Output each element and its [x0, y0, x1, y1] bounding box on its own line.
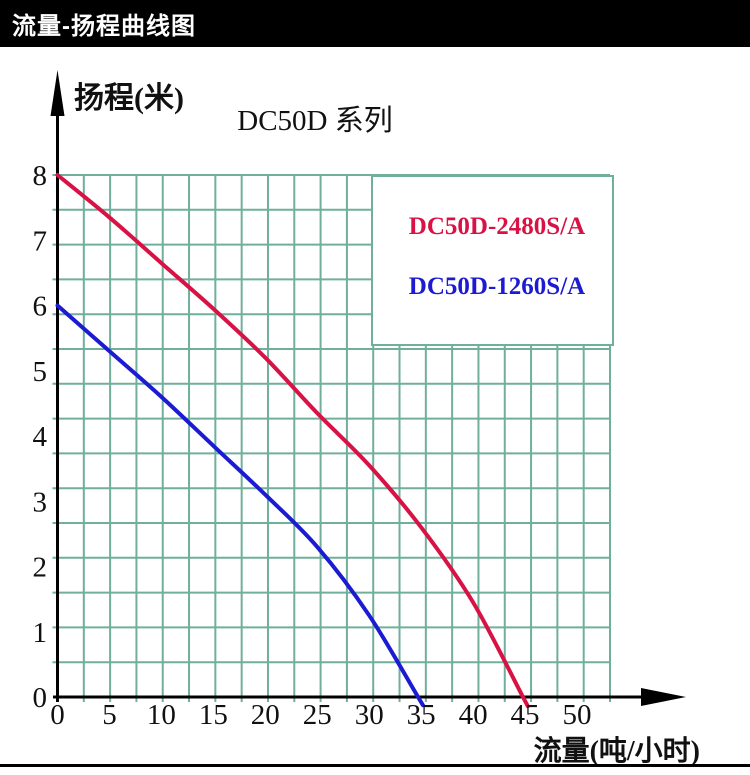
- y-tick-label: 0: [33, 682, 48, 714]
- y-tick-label: 8: [33, 160, 48, 192]
- x-tick-label: 35: [407, 699, 436, 731]
- x-tick-label: 15: [199, 699, 228, 731]
- legend-label: DC50D-2480S/A: [409, 213, 585, 240]
- legend-box: [371, 175, 614, 346]
- x-axis-arrow-icon: [641, 688, 686, 706]
- x-tick-label: 30: [355, 699, 384, 731]
- y-tick-label: 1: [33, 617, 48, 649]
- y-tick-label: 3: [33, 486, 48, 518]
- window-title-bar: 流量-扬程曲线图: [0, 0, 750, 47]
- x-tick-label: 0: [50, 699, 65, 731]
- x-tick-label: 40: [459, 699, 488, 731]
- y-tick-label: 4: [33, 421, 48, 453]
- y-tick-label: 2: [33, 552, 48, 584]
- y-tick-label: 5: [33, 356, 48, 388]
- x-tick-label: 10: [147, 699, 176, 731]
- series-curve: [55, 303, 425, 708]
- x-tick-label: 20: [251, 699, 280, 731]
- bottom-divider: [0, 764, 750, 767]
- x-tick-label: 5: [102, 699, 117, 731]
- series-curve: [55, 173, 530, 709]
- y-tick-label: 7: [33, 225, 48, 257]
- x-tick-label: 25: [303, 699, 332, 731]
- page-title: 流量-扬程曲线图: [12, 13, 196, 40]
- x-tick-label: 50: [563, 699, 592, 731]
- legend-label: DC50D-1260S/A: [409, 273, 585, 300]
- x-tick-label: 45: [511, 699, 540, 731]
- chart-title: DC50D 系列: [237, 104, 392, 137]
- y-axis-arrow-icon: [50, 70, 65, 116]
- y-axis-title: 扬程(米): [74, 82, 184, 115]
- x-axis-title: 流量(吨/小时): [534, 735, 700, 767]
- y-tick-label: 6: [33, 291, 48, 323]
